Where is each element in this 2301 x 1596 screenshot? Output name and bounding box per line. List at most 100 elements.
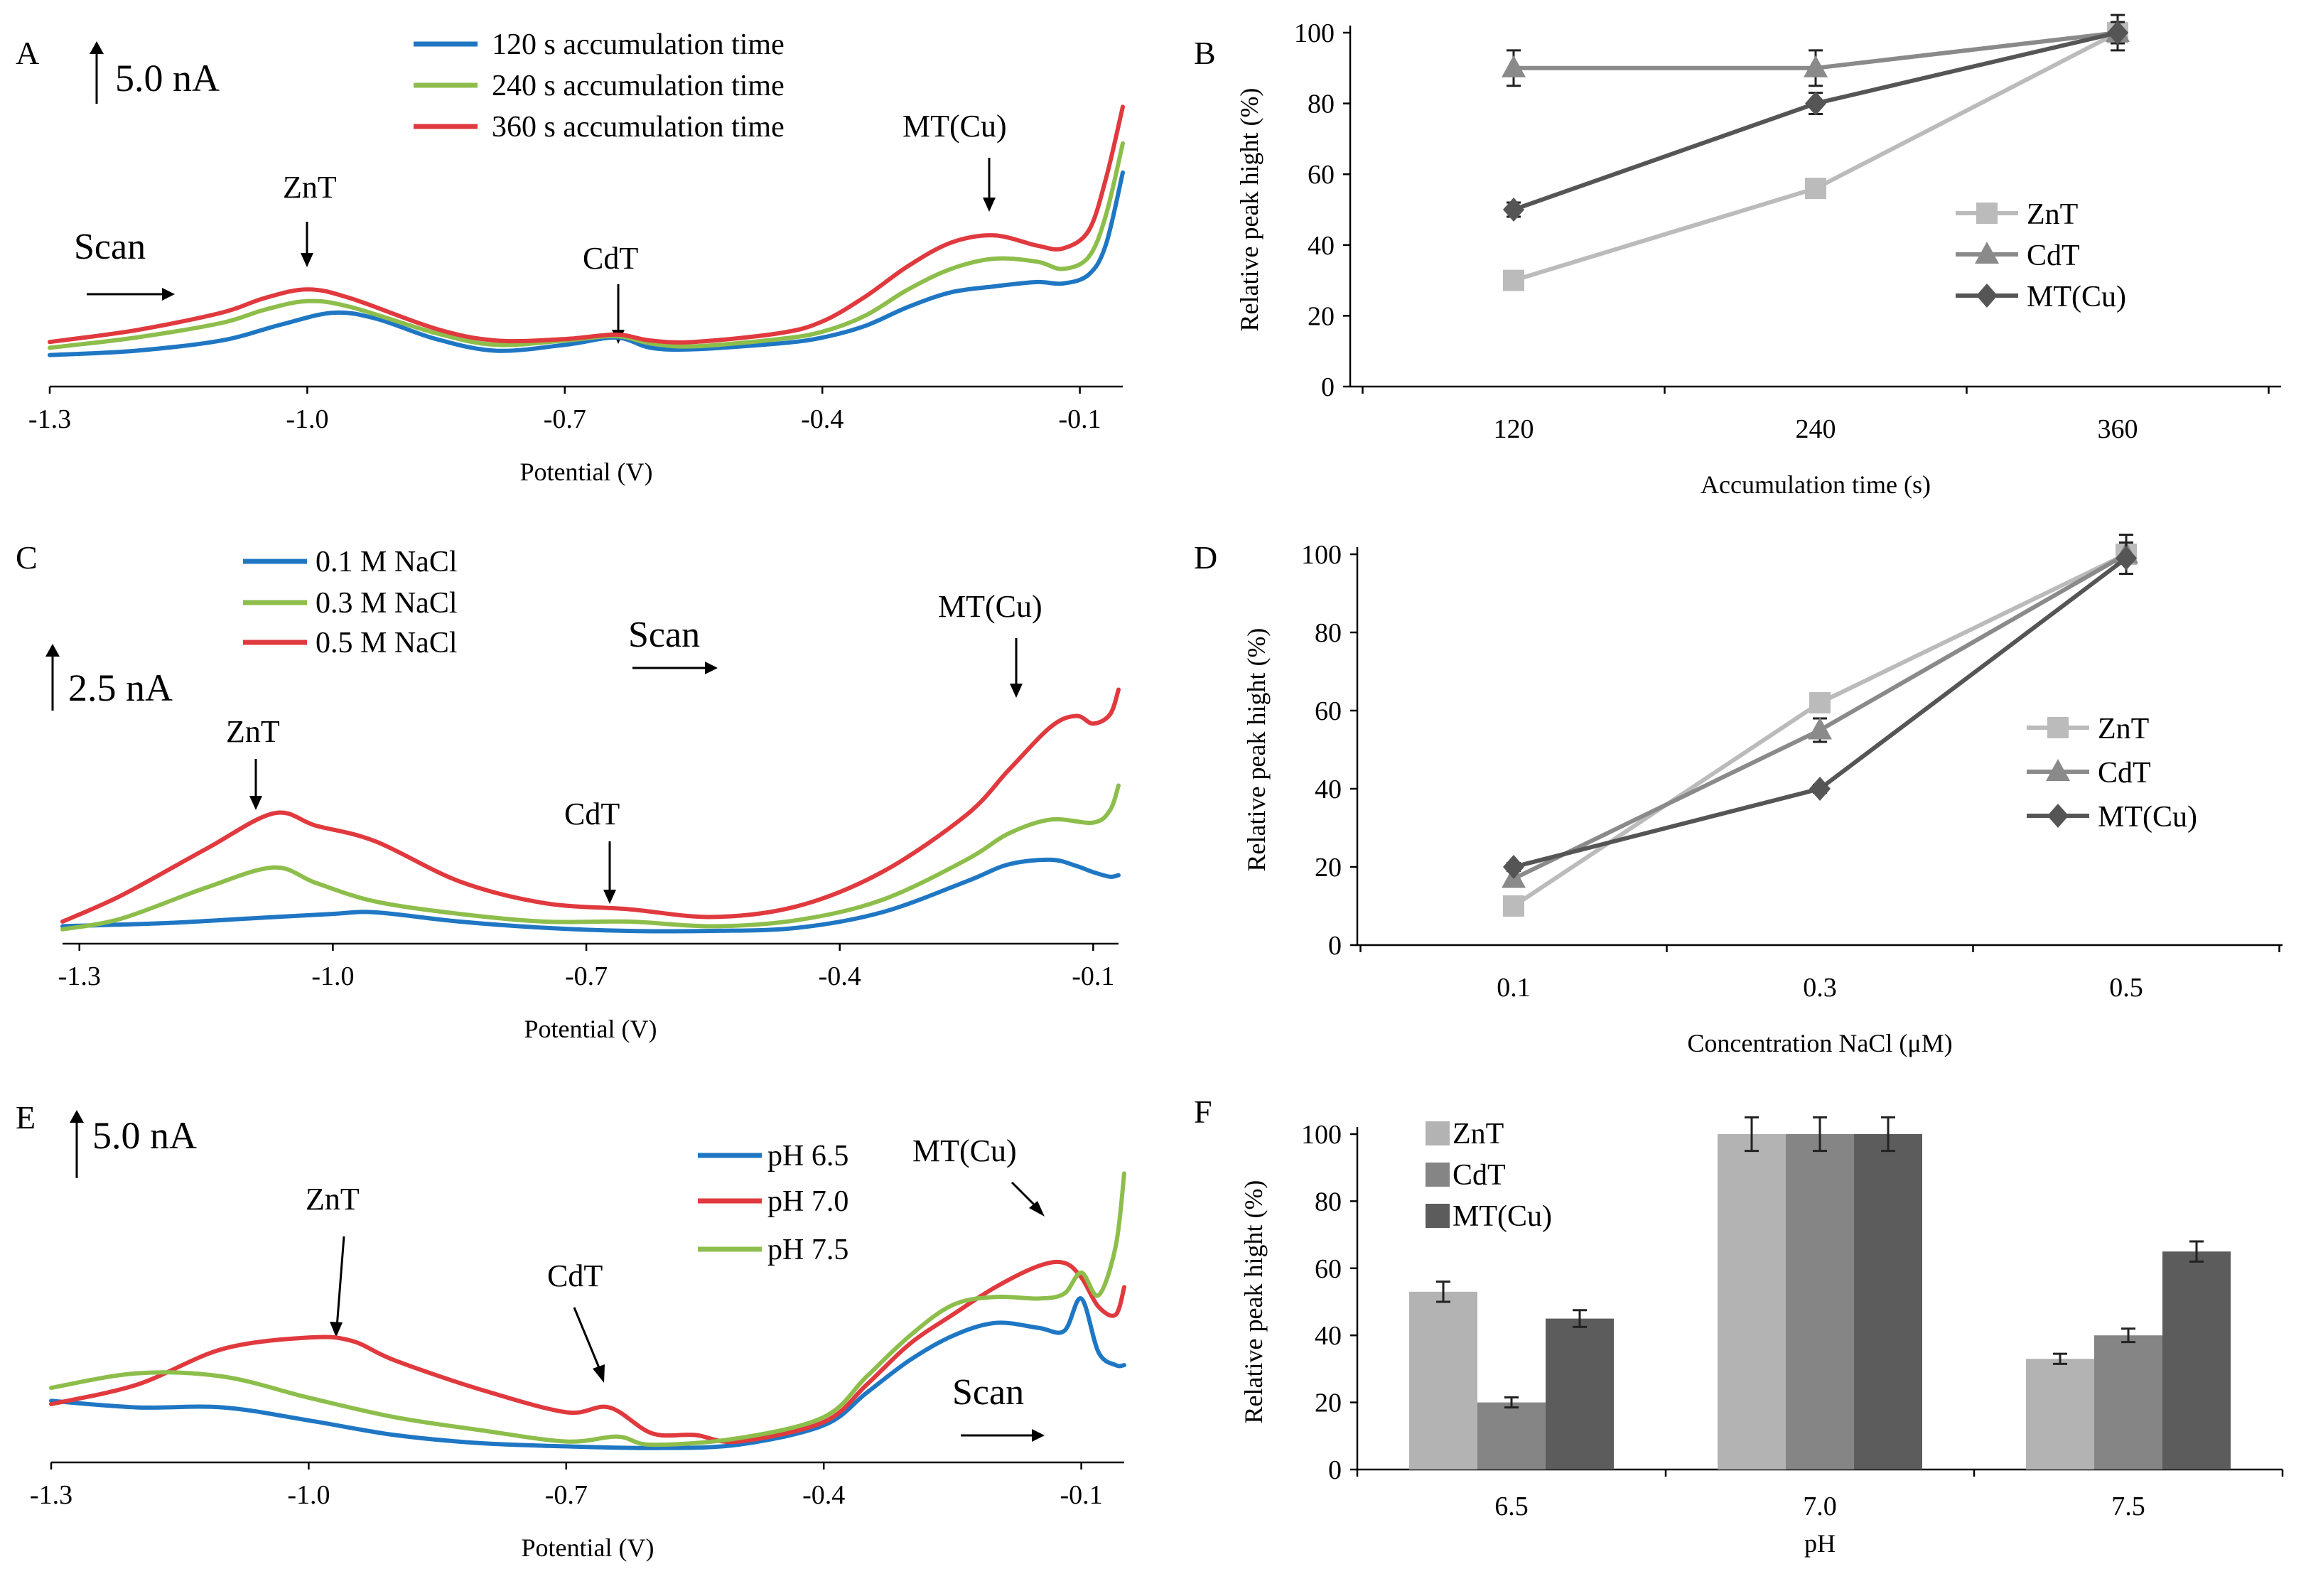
data-point-MT(Cu) (1809, 777, 1831, 801)
legend-marker-CdT (1975, 242, 1999, 264)
bar-CdT-7.0 (1786, 1134, 1854, 1470)
series-line-CdT (1511, 552, 2128, 881)
panel-d: D 0 20 40 60 80 100 Relative peak hight (%) 0.1… (1194, 534, 2283, 1057)
legend-marker-ZnT (1976, 203, 1998, 224)
x-tick-label: -0.1 (1060, 1480, 1103, 1510)
panel-b-chart: 0 20 40 60 80 100 Relative peak hight (%) 120 24… (1235, 14, 2281, 499)
data-point-ZnT (1503, 269, 1524, 291)
data-point-MT(Cu) (1503, 855, 1524, 879)
x-tick-label: -0.4 (802, 1480, 845, 1510)
error-bar (1504, 1396, 1519, 1409)
data-point-ZnT (1503, 895, 1524, 917)
panel-c-legend: 0.1 M NaCl 0.3 M NaCl 0.5 M NaCl (243, 546, 458, 659)
data-point-MT(Cu) (2107, 21, 2128, 45)
legend-swatch-CdT (1426, 1163, 1450, 1187)
x-tick-label: 360 (2098, 414, 2138, 444)
y-tick-label: 60 (1315, 696, 1342, 726)
x-axis-label: pH (1804, 1529, 1836, 1558)
legend-entry-0.1m: 0.1 M NaCl (316, 546, 458, 578)
x-axis-label: Potential (V) (524, 1015, 657, 1043)
panel-e: E 5.0 nA pH 6.5 pH 7.0 pH 7.5 MT(Cu) ZnT… (16, 1099, 1126, 1562)
scan-direction-arrow (632, 662, 718, 674)
error-bar (1436, 1280, 1450, 1303)
panel-c-letter: C (16, 539, 38, 576)
legend-entry-ZnT: ZnT (1453, 1118, 1504, 1150)
x-tick-label: 0.5 (2109, 973, 2143, 1003)
panel-e-scan-label: Scan (952, 1372, 1024, 1413)
arrow-cdt (603, 841, 616, 904)
y-tick-label: 100 (1294, 18, 1335, 48)
annotation-znt: ZnT (226, 714, 280, 749)
panel-f: F 0 20 40 60 80 100 Relative peak hight (%) 6.5… (1194, 1094, 2284, 1558)
sweep-curve-360-s-accumulation-time (48, 104, 1125, 345)
data-point-MT(Cu) (1503, 198, 1524, 222)
error-bar (1813, 1116, 1827, 1153)
panel-b: B 0 20 40 60 80 100 Relative peak hight (%) 120… (1194, 14, 2281, 499)
x-tick-label: 0.1 (1497, 973, 1531, 1003)
panel-a-legend: 120 s accumulation time 240 s accumulati… (414, 28, 785, 144)
bar-MT(Cu)-7.5 (2162, 1251, 2231, 1470)
x-tick-label: 6.5 (1494, 1492, 1529, 1521)
bar-ZnT-7.5 (2026, 1359, 2094, 1470)
error-bar (2053, 1352, 2067, 1365)
x-axis-label: Potential (V) (522, 1533, 654, 1562)
legend-entry-MT(Cu): MT(Cu) (1453, 1200, 1552, 1233)
x-tick-label: -0.7 (544, 404, 586, 434)
panel-e-letter: E (16, 1099, 36, 1136)
legend-entry-120s: 120 s accumulation time (492, 28, 785, 61)
panel-c: C 0.1 M NaCl 0.3 M NaCl 0.5 M NaCl 2.5 n… (16, 539, 1121, 1043)
arrow-cdt (573, 1307, 605, 1383)
x-tick-label: -0.1 (1059, 404, 1101, 434)
x-tick-label: -0.4 (819, 961, 861, 991)
panel-f-chart: 0 20 40 60 80 100 Relative peak hight (%) 6.5 7.… (1239, 1116, 2284, 1558)
error-bar (1573, 1309, 1587, 1328)
bar-ZnT-7.0 (1718, 1134, 1786, 1470)
scan-direction-arrow (961, 1429, 1045, 1442)
y-axis-label: Relative peak hight (%) (1242, 628, 1271, 872)
y-tick-label: 40 (1315, 1321, 1342, 1351)
x-tick-label: -0.4 (801, 404, 844, 434)
error-bar (1881, 1116, 1895, 1153)
panel-a-scan-label: Scan (74, 227, 146, 267)
x-tick-label: 120 (1494, 414, 1534, 444)
bar-MT(Cu)-6.5 (1546, 1318, 1614, 1470)
legend-entry-CdT: CdT (2098, 757, 2151, 789)
legend-entry-MT(Cu): MT(Cu) (2027, 281, 2126, 313)
panel-b-letter: B (1194, 35, 1216, 71)
annotation-mt: MT(Cu) (938, 589, 1042, 624)
x-tick-label: -0.1 (1072, 961, 1114, 991)
arrow-mt (983, 158, 996, 212)
legend-entry-ph7.0: pH 7.0 (767, 1185, 848, 1218)
sweep-curve-0.3-M-NaCl (60, 783, 1121, 932)
legend-entry-0.3m: 0.3 M NaCl (316, 587, 458, 620)
x-tick-label: -0.7 (545, 1480, 588, 1510)
legend-entry-CdT: CdT (2027, 239, 2080, 272)
panel-c-scale-label: 2.5 nA (68, 667, 173, 709)
annotation-znt: ZnT (283, 170, 337, 205)
sweep-curve-0.5-M-NaCl (60, 687, 1121, 924)
sweep-curve-120-s-accumulation-time (48, 170, 1125, 357)
sweep-curve-0.1-M-NaCl (60, 857, 1121, 934)
panel-f-letter: F (1194, 1094, 1212, 1130)
panel-a-scale-label: 5.0 nA (115, 57, 220, 99)
y-tick-label: 80 (1308, 90, 1335, 119)
y-tick-label: 0 (1328, 931, 1342, 961)
legend-marker-CdT (2046, 759, 2070, 781)
data-point-MT(Cu) (1805, 91, 1826, 116)
annotation-znt: ZnT (306, 1182, 360, 1217)
scale-bar-arrow (45, 644, 60, 711)
bar-ZnT-6.5 (1409, 1291, 1477, 1470)
error-bar (2189, 1240, 2204, 1263)
x-tick-label: -1.3 (58, 961, 101, 991)
scan-direction-arrow (87, 288, 175, 301)
bar-CdT-6.5 (1477, 1402, 1546, 1470)
data-point-CdT (1502, 55, 1526, 77)
x-tick-label: -1.3 (28, 404, 71, 434)
legend-entry-ZnT: ZnT (2027, 198, 2078, 231)
legend-marker-MT(Cu) (2047, 804, 2069, 828)
panel-e-legend: pH 6.5 pH 7.0 pH 7.5 (698, 1140, 848, 1266)
x-tick-label: -1.3 (30, 1480, 72, 1510)
y-tick-label: 80 (1315, 618, 1342, 648)
legend-entry-240s: 240 s accumulation time (492, 70, 785, 102)
x-axis-label: Concentration NaCl (μM) (1687, 1029, 1952, 1057)
